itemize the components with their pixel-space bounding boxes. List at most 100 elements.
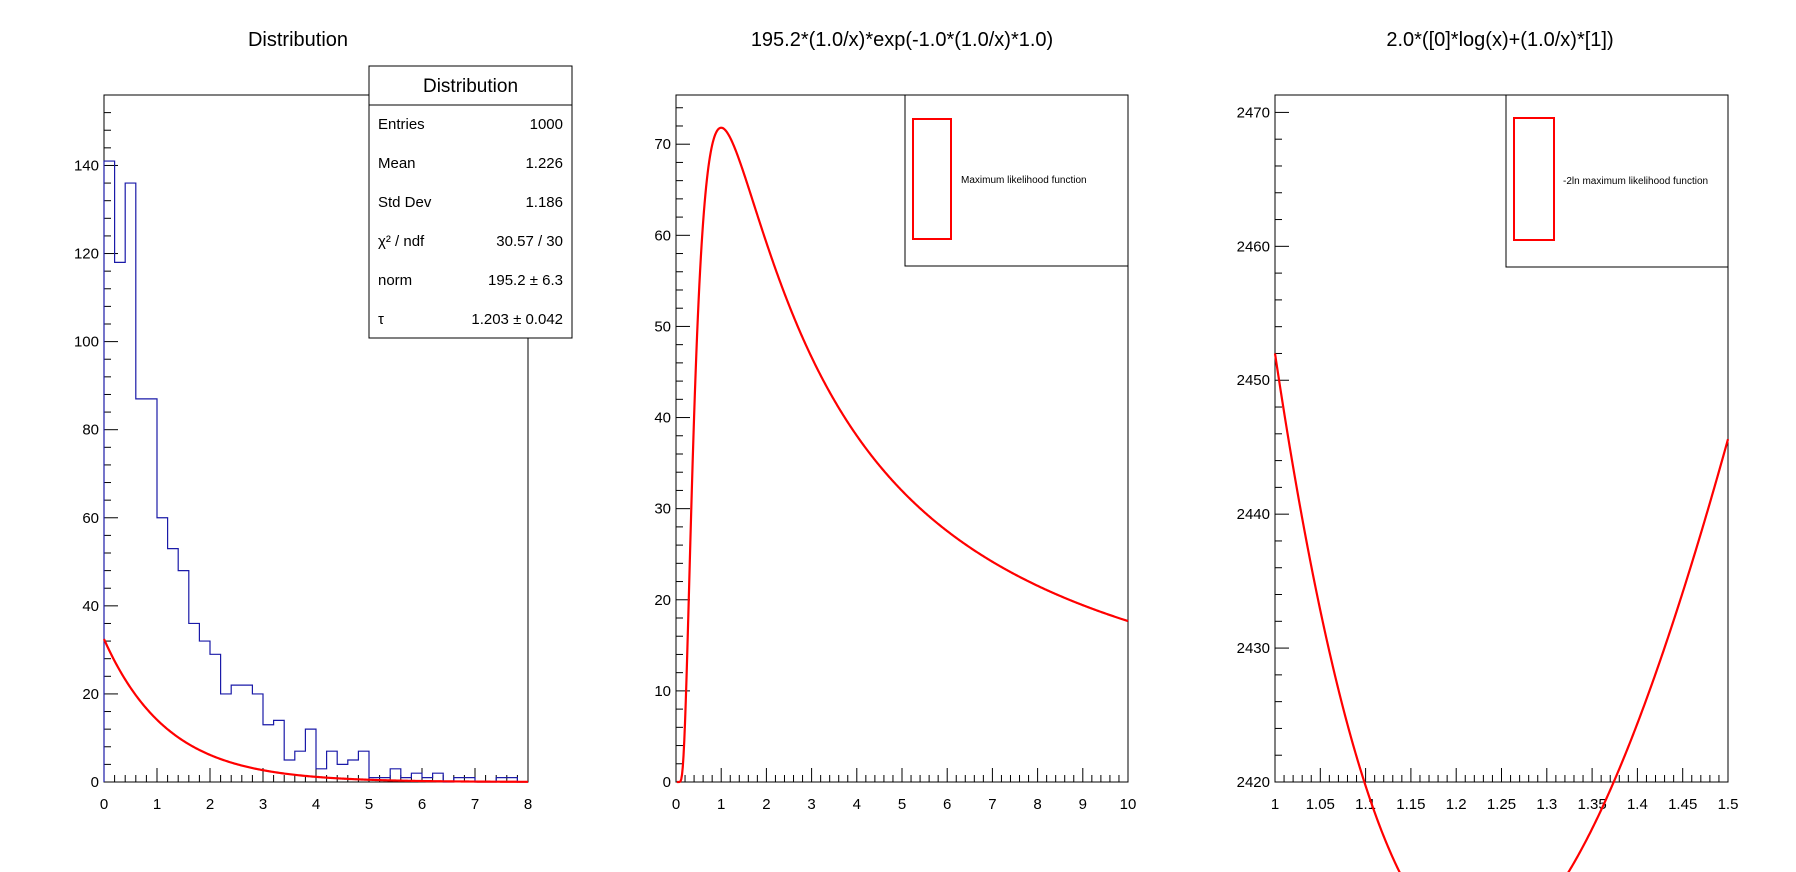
x-tick-label: 1: [153, 796, 161, 813]
stats-value: 30.57 / 30: [496, 233, 563, 250]
y-tick-label: 2460: [1237, 238, 1270, 255]
stats-label: Entries: [378, 116, 425, 133]
histogram-bin: [178, 571, 189, 782]
neg2lnL-curve: [1273, 353, 1730, 872]
y-tick-label: 100: [74, 334, 99, 351]
legend-swatch: [912, 118, 952, 240]
x-tick-label: 4: [312, 796, 320, 813]
x-tick-label: 1.35: [1577, 796, 1606, 813]
y-tick-label: 140: [74, 157, 99, 174]
histogram-outline: [103, 160, 528, 783]
stats-value: 1.203 ± 0.042: [471, 311, 563, 328]
y-tick-label: 2420: [1237, 774, 1270, 791]
y-tick-label: 80: [82, 422, 99, 439]
histogram-bin: [189, 623, 200, 782]
histogram-bin: [199, 641, 210, 782]
chart-title-2: 195.2*(1.0/x)*exp(-1.0*(1.0/x)*1.0): [751, 29, 1053, 51]
x-tick-label: 2: [206, 796, 214, 813]
x-tick-label: 1.2: [1446, 796, 1467, 813]
stats-label: Std Dev: [378, 194, 432, 211]
legend-frame: [1505, 94, 1729, 268]
x-tick-label: 7: [471, 796, 479, 813]
y-tick-label: 70: [654, 136, 671, 153]
legend-label: -2ln maximum likelihood function: [1563, 176, 1708, 187]
histogram-bin: [221, 694, 232, 782]
x-tick-label: 2: [762, 796, 770, 813]
stats-box: Distribution Entries 1000 Mean 1.226 Std Dev 1…: [368, 65, 573, 339]
fit-curve: [102, 638, 529, 783]
x-tick-label: 10: [1120, 796, 1137, 813]
x-tick-label: 1: [717, 796, 725, 813]
x-tick-label: 0: [672, 796, 680, 813]
legend-swatch: [1513, 117, 1555, 241]
legend: Maximum likelihood function: [904, 94, 1129, 267]
x-tick-label: 8: [524, 796, 532, 813]
stats-value: 1000: [530, 116, 563, 133]
x-tick-label: 6: [418, 796, 426, 813]
panel-3: 2.0*([0]*log(x)+(1.0/x)*[1])1 1.05 1.1 1.15…: [1237, 29, 1739, 872]
x-tick-label: 0: [100, 796, 108, 813]
likelihood-curve: [676, 126, 1129, 784]
y-tick-label: 2450: [1237, 372, 1270, 389]
stats-value: 195.2 ± 6.3: [488, 272, 563, 289]
y-tick-label: 2440: [1237, 506, 1270, 523]
y-tick-label: 2430: [1237, 640, 1270, 657]
histogram-bin: [168, 549, 179, 782]
x-tick-label: 1.3: [1536, 796, 1557, 813]
legend-label: Maximum likelihood function: [961, 175, 1087, 186]
histogram-bin: [146, 399, 157, 782]
histogram-bin: [104, 161, 115, 782]
legend: -2ln maximum likelihood function: [1505, 94, 1729, 268]
x-tick-label: 3: [807, 796, 815, 813]
y-tick-label: 50: [654, 318, 671, 335]
histogram-bin: [136, 399, 147, 782]
histogram-bin: [305, 729, 316, 782]
stats-box-frame: [368, 65, 573, 339]
chart-title-1: Distribution: [248, 29, 348, 51]
legend-frame: [904, 94, 1129, 267]
histogram-bin: [231, 685, 242, 782]
stats-label: τ: [378, 311, 384, 328]
histogram-bin: [295, 751, 306, 782]
y-tick-label: 20: [654, 592, 671, 609]
chart-title-3: 2.0*([0]*log(x)+(1.0/x)*[1]): [1386, 29, 1613, 51]
stats-label: Mean: [378, 155, 416, 172]
histogram-bin: [115, 262, 126, 782]
y-tick-label: 60: [654, 227, 671, 244]
y-tick-label: 120: [74, 246, 99, 263]
y-tick-label: 30: [654, 501, 671, 518]
histogram-bin: [316, 769, 327, 782]
x-tick-label: 1.4: [1627, 796, 1648, 813]
y-tick-label: 10: [654, 683, 671, 700]
y-tick-label: 2470: [1237, 104, 1270, 121]
y-tick-label: 60: [82, 510, 99, 527]
x-tick-label: 5: [898, 796, 906, 813]
stats-value: 1.226: [525, 155, 563, 172]
y-tick-label: 0: [91, 774, 99, 791]
stats-value: 1.186: [525, 194, 563, 211]
panel-2: 195.2*(1.0/x)*exp(-1.0*(1.0/x)*1.0) 0 1 2 3 4…: [654, 29, 1136, 813]
y-tick-label: 40: [82, 598, 99, 615]
x-tick-label: 8: [1033, 796, 1041, 813]
stats-label: χ² / ndf: [378, 233, 425, 250]
histogram-bin: [210, 654, 221, 782]
x-tick-label: 1.45: [1668, 796, 1697, 813]
x-tick-label: 1.05: [1306, 796, 1335, 813]
y-tick-label: 20: [82, 686, 99, 703]
x-tick-label: 1: [1271, 796, 1279, 813]
histogram-bin: [358, 751, 369, 782]
x-tick-label: 1.5: [1718, 796, 1739, 813]
stats-label: norm: [378, 272, 412, 289]
x-tick-label: 5: [365, 796, 373, 813]
stats-title: Distribution: [423, 76, 518, 97]
x-tick-label: 1.15: [1396, 796, 1425, 813]
y-tick-label: 0: [663, 774, 671, 791]
x-tick-label: 1.25: [1487, 796, 1516, 813]
histogram-bin: [284, 760, 295, 782]
x-tick-label: 3: [259, 796, 267, 813]
x-tick-label: 6: [943, 796, 951, 813]
x-tick-label: 7: [988, 796, 996, 813]
x-tick-label: 4: [853, 796, 861, 813]
